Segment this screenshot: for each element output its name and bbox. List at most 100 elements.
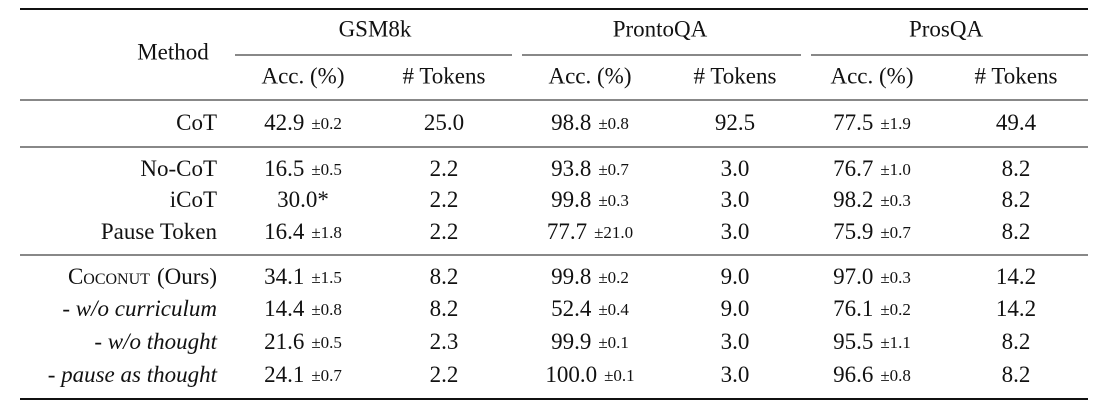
cell-value: 42.9 (264, 110, 304, 135)
cell: 98.8 ±0.8 (551, 110, 629, 135)
cell-std: ±1.9 (880, 114, 911, 133)
cell-value: 93.8 (551, 156, 591, 181)
cell-value: 97.0 (833, 264, 873, 289)
cell: 8.2 (430, 296, 459, 321)
cell: 24.1 ±0.7 (264, 362, 342, 387)
cell-value: 99.8 (551, 264, 591, 289)
cell-value: 98.2 (833, 187, 873, 212)
cell-std: ±1.0 (880, 160, 911, 179)
cell: 2.2 (430, 219, 459, 244)
cell-value: 8.2 (430, 296, 459, 321)
column-header: # Tokens (694, 63, 777, 88)
cell: 8.2 (430, 264, 459, 289)
method-label: - pause as thought (48, 362, 218, 387)
cell: 9.0 (721, 296, 750, 321)
cell: 96.6 ±0.8 (833, 362, 911, 387)
cell: 52.4 ±0.4 (551, 296, 629, 321)
cell-value: 24.1 (264, 362, 304, 387)
cell: 93.8 ±0.7 (551, 156, 629, 181)
method-label: Pause Token (101, 219, 218, 244)
cell: 3.0 (721, 187, 750, 212)
cell-value: 3.0 (721, 219, 750, 244)
column-header: Acc. (%) (261, 63, 344, 88)
cell-value: 75.9 (833, 219, 873, 244)
method-label: No-CoT (140, 156, 217, 181)
cell-std: ±0.3 (880, 268, 911, 287)
group-header: ProntoQA (613, 16, 708, 41)
cell-value: 96.6 (833, 362, 873, 387)
cell: 2.2 (430, 362, 459, 387)
cell-value: 3.0 (721, 187, 750, 212)
cell-value: 3.0 (721, 156, 750, 181)
cell-std: ±0.1 (604, 366, 635, 385)
cell-value: 77.7 (547, 219, 587, 244)
cell-std: ±0.2 (880, 300, 911, 319)
cell-value: 76.1 (833, 296, 873, 321)
cell-value: 8.2 (1002, 219, 1031, 244)
cell: 3.0 (721, 362, 750, 387)
cell-std: ±0.8 (311, 300, 342, 319)
cell-value: 8.2 (1002, 187, 1031, 212)
cell: 76.1 ±0.2 (833, 296, 911, 321)
cell: 14.2 (996, 264, 1036, 289)
cell-std: ±0.1 (598, 333, 629, 352)
cell-std: ±0.3 (880, 191, 911, 210)
cell-std: ±0.7 (880, 223, 911, 242)
cell-value: 9.0 (721, 264, 750, 289)
cell-std: ±0.2 (311, 114, 342, 133)
cell-std: ±1.5 (311, 268, 342, 287)
cell-std: ±0.5 (311, 160, 342, 179)
cell-value: 49.4 (996, 110, 1037, 135)
group-header: ProsQA (909, 16, 984, 41)
cell-std: ±0.8 (598, 114, 629, 133)
cell-value: 2.2 (430, 156, 459, 181)
cell-std: ±1.8 (311, 223, 342, 242)
column-header: # Tokens (975, 63, 1058, 88)
cell: 8.2 (1002, 362, 1031, 387)
cell: 8.2 (1002, 329, 1031, 354)
cell: 25.0 (424, 110, 464, 135)
cell-value: 98.8 (551, 110, 591, 135)
cell: 77.5 ±1.9 (833, 110, 911, 135)
cell-std: ±0.8 (880, 366, 911, 385)
cell-value: 8.2 (430, 264, 459, 289)
cell-value: 9.0 (721, 296, 750, 321)
cell: 2.2 (430, 187, 459, 212)
cell: 3.0 (721, 219, 750, 244)
column-header: Acc. (%) (830, 63, 913, 88)
group-header: GSM8k (339, 16, 412, 41)
cell-std: ±0.3 (598, 191, 629, 210)
cell: 75.9 ±0.7 (833, 219, 911, 244)
cell-value: 8.2 (1002, 156, 1031, 181)
cell: 3.0 (721, 156, 750, 181)
cell-std: ±0.4 (598, 300, 629, 319)
cell: 16.4 ±1.8 (264, 219, 342, 244)
column-header: Acc. (%) (548, 63, 631, 88)
cell-value: 8.2 (1002, 329, 1031, 354)
method-name: No-CoT (140, 156, 217, 181)
cell: 8.2 (1002, 219, 1031, 244)
cell: 8.2 (1002, 187, 1031, 212)
method-name: - w/o curriculum (62, 296, 217, 321)
cell-value: 77.5 (833, 110, 873, 135)
cell: 99.8 ±0.2 (551, 264, 629, 289)
cell: 42.9 ±0.2 (264, 110, 342, 135)
cell-value: 30.0* (277, 187, 329, 212)
cell-value: 3.0 (721, 362, 750, 387)
cell: 76.7 ±1.0 (833, 156, 911, 181)
column-header: # Tokens (403, 63, 486, 88)
cell: 21.6 ±0.5 (264, 329, 342, 354)
cell: 34.1 ±1.5 (264, 264, 342, 289)
cell: 3.0 (721, 329, 750, 354)
method-label: Coconut (68, 264, 150, 289)
cell-std: ±1.1 (880, 333, 911, 352)
method-name: iCoT (170, 187, 217, 212)
cell: 2.2 (430, 156, 459, 181)
cell-value: 8.2 (1002, 362, 1031, 387)
cell-value: 25.0 (424, 110, 464, 135)
cell: 95.5 ±1.1 (833, 329, 911, 354)
cell: 92.5 (715, 110, 755, 135)
cell-std: ±0.7 (311, 366, 342, 385)
